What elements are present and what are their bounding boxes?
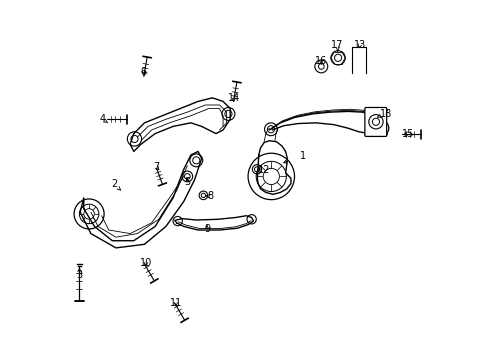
FancyBboxPatch shape	[364, 108, 386, 136]
Text: 10: 10	[140, 258, 152, 268]
Text: 4: 4	[99, 114, 105, 124]
Text: 2: 2	[111, 179, 117, 189]
Text: 9: 9	[203, 224, 210, 234]
Text: 7: 7	[153, 162, 160, 172]
Text: 3: 3	[76, 270, 82, 280]
Text: 5: 5	[184, 177, 190, 187]
Text: 11: 11	[169, 298, 182, 308]
Text: 8: 8	[207, 192, 214, 202]
Text: 14: 14	[227, 93, 240, 103]
Text: 18: 18	[379, 109, 391, 119]
Text: 1: 1	[299, 151, 305, 161]
Text: 12: 12	[258, 165, 270, 175]
Text: 6: 6	[141, 67, 146, 77]
Text: 17: 17	[330, 40, 343, 50]
Text: 13: 13	[353, 40, 365, 50]
Text: 16: 16	[314, 57, 326, 66]
Text: 15: 15	[401, 129, 413, 139]
